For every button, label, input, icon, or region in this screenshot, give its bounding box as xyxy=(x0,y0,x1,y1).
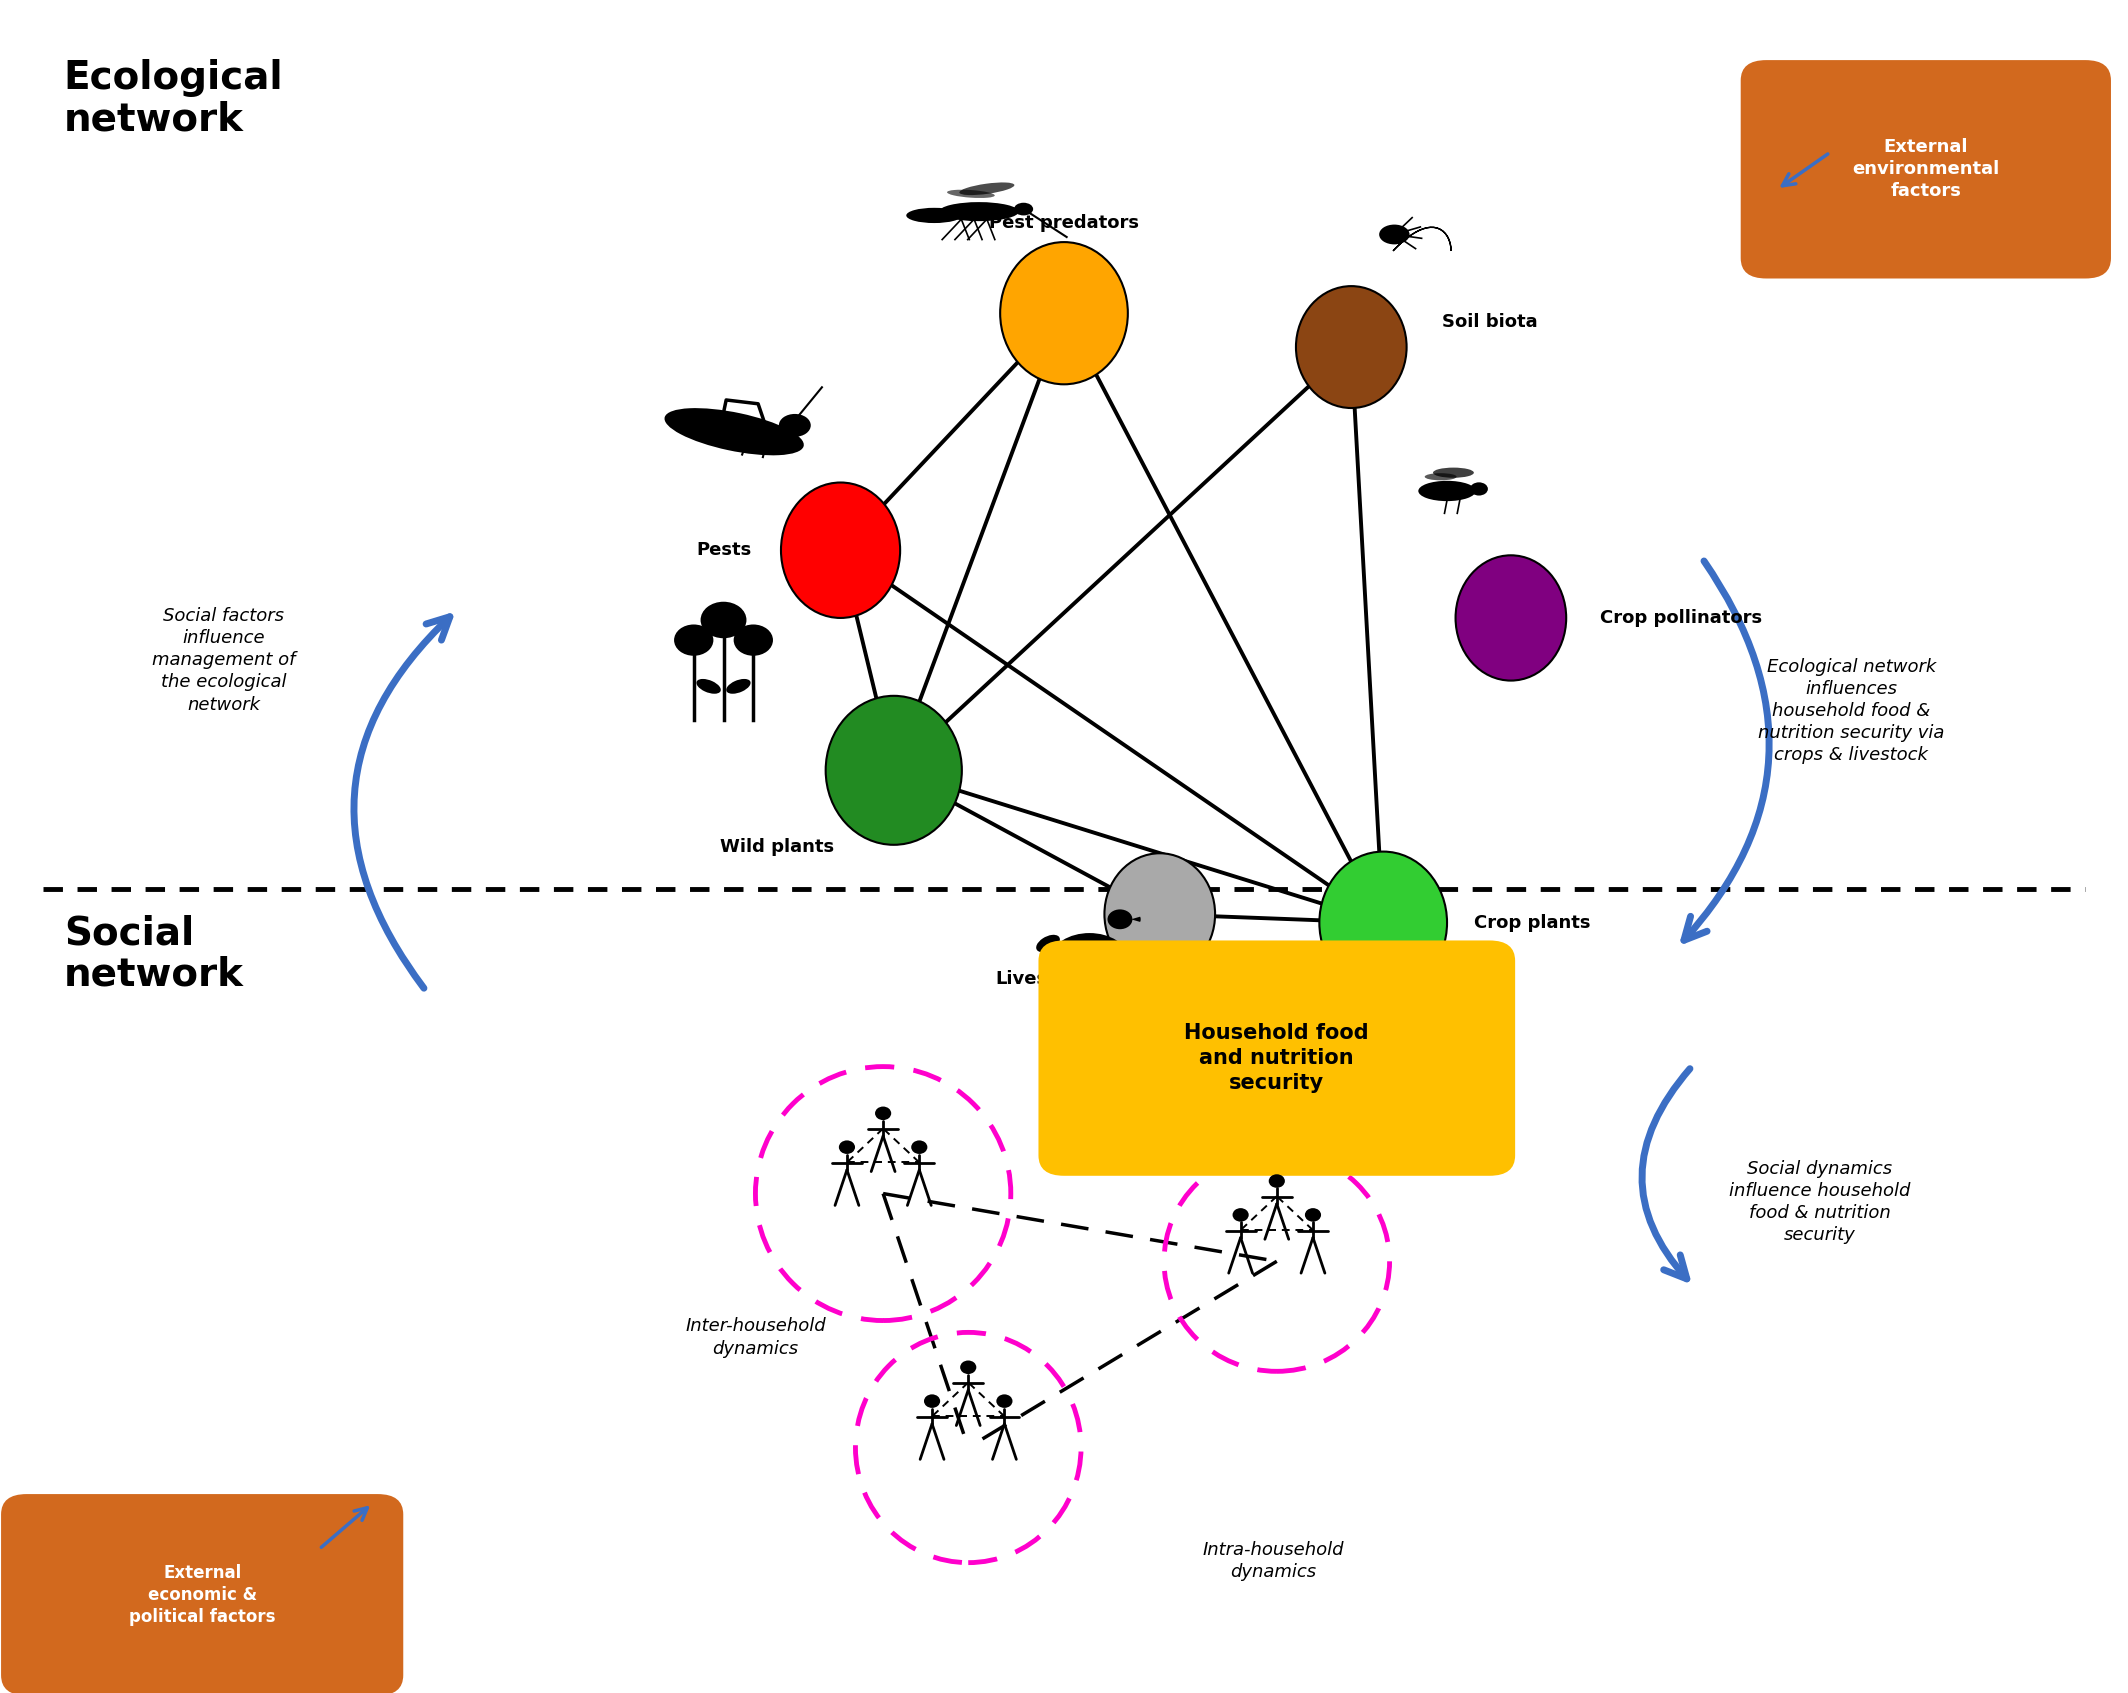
Ellipse shape xyxy=(938,201,1019,222)
Ellipse shape xyxy=(1104,853,1215,975)
Ellipse shape xyxy=(1051,933,1128,982)
Text: Intra-household
dynamics: Intra-household dynamics xyxy=(1202,1541,1343,1581)
Text: Inter-household
dynamics: Inter-household dynamics xyxy=(685,1317,826,1358)
Ellipse shape xyxy=(1426,474,1458,481)
Ellipse shape xyxy=(960,1361,977,1375)
Ellipse shape xyxy=(1015,203,1034,215)
Ellipse shape xyxy=(1432,467,1475,477)
Ellipse shape xyxy=(1456,973,1470,984)
Text: Ecological network
influences
household food &
nutrition security via
crops & li: Ecological network influences household … xyxy=(1758,657,1945,765)
Text: Household food
and nutrition
security: Household food and nutrition security xyxy=(1185,1023,1368,1094)
Text: Soil biota: Soil biota xyxy=(1443,313,1536,330)
Ellipse shape xyxy=(1417,481,1477,501)
Ellipse shape xyxy=(924,1395,941,1409)
Text: Livestock: Livestock xyxy=(996,970,1090,987)
Text: External
economic &
political factors: External economic & political factors xyxy=(130,1564,275,1625)
Text: Social factors
influence
management of
the ecological
network: Social factors influence management of t… xyxy=(151,606,296,714)
Wedge shape xyxy=(1132,916,1141,923)
Text: Crop pollinators: Crop pollinators xyxy=(1600,609,1762,626)
Ellipse shape xyxy=(1379,225,1409,244)
Text: Pest predators: Pest predators xyxy=(990,215,1138,232)
Text: Crop plants: Crop plants xyxy=(1475,914,1590,931)
Ellipse shape xyxy=(664,408,804,455)
Ellipse shape xyxy=(1304,1209,1321,1222)
Text: Social
network: Social network xyxy=(64,914,245,994)
FancyBboxPatch shape xyxy=(1741,59,2111,278)
Text: Wild plants: Wild plants xyxy=(719,838,834,855)
Ellipse shape xyxy=(1000,242,1128,384)
Ellipse shape xyxy=(1296,286,1407,408)
Text: External
environmental
factors: External environmental factors xyxy=(1851,139,2000,200)
Ellipse shape xyxy=(947,190,994,198)
Ellipse shape xyxy=(1404,992,1434,1029)
Ellipse shape xyxy=(734,625,772,655)
Ellipse shape xyxy=(996,1395,1013,1409)
Polygon shape xyxy=(1394,227,1451,251)
Ellipse shape xyxy=(907,208,962,223)
Ellipse shape xyxy=(1456,555,1566,681)
Ellipse shape xyxy=(726,679,751,694)
Ellipse shape xyxy=(1460,992,1490,1029)
FancyBboxPatch shape xyxy=(0,1495,404,1693)
Ellipse shape xyxy=(1430,989,1464,1033)
Text: Pests: Pests xyxy=(696,542,751,559)
Ellipse shape xyxy=(875,1107,892,1121)
Text: Ecological
network: Ecological network xyxy=(64,59,283,139)
Ellipse shape xyxy=(1232,1209,1249,1222)
Ellipse shape xyxy=(781,483,900,618)
Ellipse shape xyxy=(826,696,962,845)
Text: Social dynamics
influence household
food & nutrition
security: Social dynamics influence household food… xyxy=(1728,1160,1911,1244)
Ellipse shape xyxy=(1036,935,1060,951)
Ellipse shape xyxy=(1107,909,1132,929)
FancyBboxPatch shape xyxy=(1038,941,1515,1175)
Ellipse shape xyxy=(779,413,811,437)
Ellipse shape xyxy=(675,625,713,655)
Ellipse shape xyxy=(838,1141,855,1155)
Ellipse shape xyxy=(911,1141,928,1155)
Ellipse shape xyxy=(696,679,721,694)
Ellipse shape xyxy=(1268,1175,1285,1188)
Ellipse shape xyxy=(700,601,747,638)
Ellipse shape xyxy=(1319,852,1447,994)
Ellipse shape xyxy=(1470,483,1487,496)
Ellipse shape xyxy=(960,183,1015,195)
